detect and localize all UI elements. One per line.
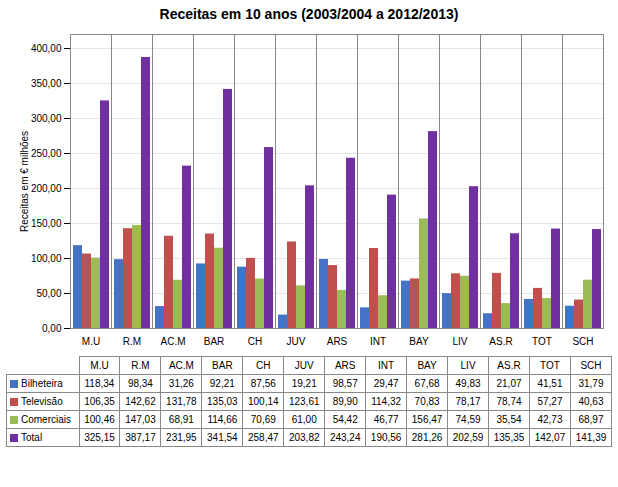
svg-text:BAY: BAY: [409, 336, 429, 347]
html-text:21,07: 21,07: [496, 378, 522, 389]
html-text:68,91: 68,91: [168, 414, 194, 425]
svg-text:200,00: 200,00: [31, 183, 62, 194]
html-text:Total: Total: [21, 432, 43, 443]
html-text:118,34: 118,34: [84, 378, 115, 389]
html-text:231,95: 231,95: [166, 432, 197, 443]
html-text:123,61: 123,61: [288, 396, 320, 407]
svg-text:ARS: ARS: [327, 336, 348, 347]
svg-text:AS.R: AS.R: [489, 336, 512, 347]
svg-text:JUV: JUV: [287, 336, 306, 347]
html-text:61,00: 61,00: [291, 414, 317, 425]
html-text:AC.M: AC.M: [168, 360, 194, 371]
html-text:CH: CH: [256, 360, 271, 371]
html-text:156,47: 156,47: [411, 414, 443, 425]
html-text:LIV: LIV: [460, 360, 476, 371]
html-text:100,14: 100,14: [248, 396, 279, 407]
svg-text:BAR: BAR: [204, 336, 225, 347]
html-text:35,54: 35,54: [496, 414, 522, 425]
html-text:387,17: 387,17: [125, 432, 156, 443]
html-text:AS.R: AS.R: [497, 360, 521, 371]
html-text:341,54: 341,54: [207, 432, 238, 443]
html-text:70,69: 70,69: [250, 414, 276, 425]
svg-text:300,00: 300,00: [31, 113, 62, 124]
html-text:87,56: 87,56: [250, 378, 276, 389]
html-text:78,17: 78,17: [455, 396, 481, 407]
html-text:98,57: 98,57: [332, 378, 358, 389]
svg-text:0,00: 0,00: [42, 323, 62, 334]
html-text:142,62: 142,62: [125, 396, 156, 407]
html-text:114,66: 114,66: [207, 414, 238, 425]
html-text:TOT: TOT: [540, 360, 560, 371]
html-text:202,59: 202,59: [452, 432, 484, 443]
html-text:INT: INT: [378, 360, 395, 371]
html-text:49,83: 49,83: [455, 378, 481, 389]
html-text:258,47: 258,47: [248, 432, 279, 443]
html-text:78,74: 78,74: [496, 396, 522, 407]
html-text:135,03: 135,03: [207, 396, 238, 407]
html-text:70,83: 70,83: [414, 396, 440, 407]
html-text:Comerciais: Comerciais: [21, 414, 71, 425]
html-text:SCH: SCH: [580, 360, 602, 371]
svg-text:250,00: 250,00: [31, 148, 62, 159]
html-text:98,34: 98,34: [127, 378, 153, 389]
html-text:31,79: 31,79: [578, 378, 604, 389]
svg-text:400,00: 400,00: [31, 43, 62, 54]
html-text:131,78: 131,78: [166, 396, 197, 407]
svg-text:Receitas em € milhões: Receitas em € milhões: [19, 131, 30, 232]
html-text:54,42: 54,42: [332, 414, 358, 425]
html-text:74,59: 74,59: [455, 414, 481, 425]
html-text:106,35: 106,35: [84, 396, 115, 407]
html-text:67,68: 67,68: [414, 378, 440, 389]
html-text:135,35: 135,35: [493, 432, 525, 443]
html-text:ARS: ARS: [334, 360, 356, 371]
svg-text:INT: INT: [370, 336, 386, 347]
html-text:190,56: 190,56: [370, 432, 402, 443]
html-text:42,73: 42,73: [537, 414, 563, 425]
html-text:243,24: 243,24: [329, 432, 361, 443]
svg-text:SCH: SCH: [572, 336, 593, 347]
svg-text:50,00: 50,00: [36, 288, 61, 299]
html-text:Receitas em 10 anos (2003/2004: Receitas em 10 anos (2003/2004 a 2012/20…: [159, 6, 459, 22]
html-text:92,21: 92,21: [209, 378, 235, 389]
svg-text:100,00: 100,00: [31, 253, 62, 264]
html-text:68,97: 68,97: [578, 414, 604, 425]
svg-text:TOT: TOT: [532, 336, 552, 347]
html-text:203,82: 203,82: [288, 432, 320, 443]
html-text:R.M: R.M: [131, 360, 150, 371]
html-text:Televisão: Televisão: [21, 396, 63, 407]
html-text:142,07: 142,07: [534, 432, 566, 443]
html-text:BAR: BAR: [212, 360, 233, 371]
html-text:147,03: 147,03: [125, 414, 156, 425]
html-text:100,46: 100,46: [84, 414, 115, 425]
html-text:31,26: 31,26: [168, 378, 194, 389]
svg-text:CH: CH: [248, 336, 262, 347]
html-text:114,32: 114,32: [371, 396, 402, 407]
html-text:41,51: 41,51: [537, 378, 563, 389]
html-text:19,21: 19,21: [291, 378, 317, 389]
html-text:JUV: JUV: [294, 360, 314, 371]
html-text:29,47: 29,47: [373, 378, 399, 389]
svg-text:350,00: 350,00: [31, 78, 62, 89]
html-text:M.U: M.U: [90, 360, 109, 371]
svg-text:R.M: R.M: [123, 336, 141, 347]
svg-text:M.U: M.U: [82, 336, 100, 347]
html-text:40,63: 40,63: [578, 396, 604, 407]
html-text:281,26: 281,26: [411, 432, 443, 443]
html-text:46,77: 46,77: [373, 414, 399, 425]
html-text:Bilheteira: Bilheteira: [21, 378, 63, 389]
svg-text:150,00: 150,00: [31, 218, 62, 229]
html-text:BAY: BAY: [417, 360, 437, 371]
html-text:89,90: 89,90: [332, 396, 358, 407]
html-text:325,15: 325,15: [84, 432, 115, 443]
html-text:141,39: 141,39: [575, 432, 607, 443]
svg-text:AC.M: AC.M: [161, 336, 186, 347]
svg-text:LIV: LIV: [452, 336, 467, 347]
html-text:57,27: 57,27: [537, 396, 563, 407]
